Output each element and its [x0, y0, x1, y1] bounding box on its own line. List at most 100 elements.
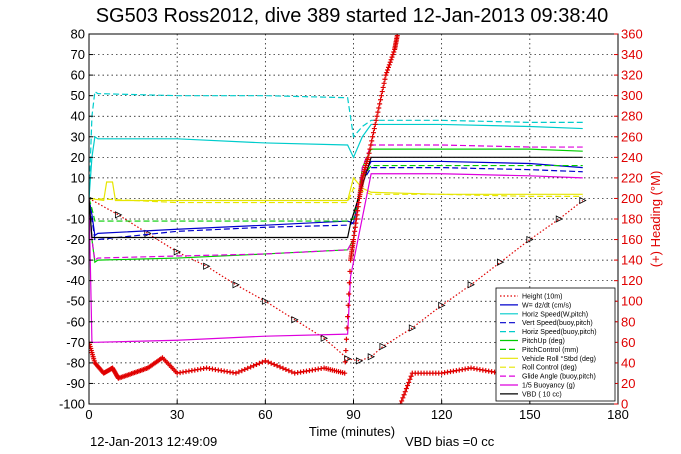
heading-point [344, 325, 350, 331]
heading-point [372, 121, 378, 127]
heading-point [406, 379, 412, 385]
heading-point [385, 67, 391, 73]
y2-tick-label: 260 [621, 129, 643, 144]
heading-point [289, 369, 295, 375]
heading-point [384, 70, 390, 76]
legend-label: Horiz Speed(W,pitch) [522, 311, 588, 318]
y-tick-label: 30 [71, 129, 85, 144]
height-marker [367, 353, 376, 361]
heading-point [375, 109, 381, 115]
heading-point [408, 373, 414, 379]
y-tick-label: -80 [66, 355, 85, 370]
legend-label: Height (10m) [522, 294, 562, 301]
y2-tick-label: 220 [621, 170, 643, 185]
heading-point [271, 362, 277, 368]
heading-point [376, 105, 382, 111]
legend-label: PitchUp (deg) [522, 338, 565, 345]
y-tick-label: 50 [71, 88, 85, 103]
y-tick-label: -50 [66, 294, 85, 309]
vert-speed-buoy-pitch-line [89, 167, 583, 241]
horiz-speed-buoy-pitch-line [89, 90, 583, 199]
1-5-buoyancy-g-line [89, 173, 583, 343]
heading-point [365, 154, 371, 160]
heading-point [398, 401, 404, 404]
y-tick-label: -60 [66, 314, 85, 329]
legend-entry: Horiz Speed(W,pitch) [500, 311, 588, 318]
y2-tick-label: 60 [621, 335, 635, 350]
legend-entry: Height (10m) [500, 294, 562, 301]
height-marker [579, 196, 587, 205]
height-marker [379, 342, 387, 351]
legend-label: Vehicle Roll °Stbd (deg) [522, 355, 596, 363]
height-marker [555, 215, 564, 223]
y-tick-label: 40 [71, 109, 85, 124]
x-axis-label: Time (minutes) [309, 424, 395, 439]
y-tick-label: -10 [66, 212, 85, 227]
heading-point [256, 360, 262, 366]
heading-point [345, 314, 351, 320]
y-tick-label: -100 [59, 397, 85, 412]
height-marker [173, 248, 182, 256]
legend-label: VBD ( 10 cc) [522, 391, 562, 398]
y2-tick-label: 280 [621, 109, 643, 124]
legend-label: Vert Speed(buoy,pitch) [522, 320, 593, 327]
heading-point [236, 369, 242, 375]
pitchcontrol-mm-line [89, 164, 583, 222]
y2-tick-label: 120 [621, 273, 643, 288]
y-tick-label: -30 [66, 253, 85, 268]
heading-point [251, 363, 257, 369]
y2-tick-label: 300 [621, 88, 643, 103]
y-tick-label: -40 [66, 273, 85, 288]
height-marker [467, 281, 475, 289]
x-tick-label: 0 [85, 407, 92, 422]
x-tick-label: 150 [519, 407, 541, 422]
legend-box [495, 287, 616, 402]
heading-point [265, 359, 271, 365]
right-axis-tick-labels: 0 20 40 60 80 100 120 140 160 180 200 220 240 260 280 3… [621, 27, 643, 412]
heading-point [347, 268, 353, 274]
heading-point [401, 392, 407, 398]
height-marker [497, 258, 505, 266]
heading-point [386, 62, 392, 68]
glide-angle-buoy-pitch-line [89, 144, 583, 262]
heading-point [280, 365, 286, 371]
heading-point [378, 97, 384, 103]
height-marker [344, 355, 352, 363]
legend-label: W= dz/dt (cm/s) [522, 302, 571, 309]
legend-entry: Glide Angle (buoy,pitch) [500, 374, 596, 381]
legend-label: PitchControl (mm) [522, 347, 578, 354]
heading-point [383, 72, 389, 78]
legend-label: Roll Control (deg) [522, 365, 577, 372]
y2-tick-label: 180 [621, 212, 643, 227]
heading-point [382, 76, 388, 82]
y-tick-label: -90 [66, 376, 85, 391]
y-tick-label: 70 [71, 47, 85, 62]
heading-point [400, 395, 406, 401]
heading-point [345, 302, 351, 308]
heading-point [342, 370, 348, 376]
heading-point [242, 366, 248, 372]
heading-point [407, 376, 413, 382]
x-tick-label: 120 [431, 407, 453, 422]
y2-tick-label: 20 [621, 376, 635, 391]
heading-point [380, 84, 386, 90]
chart-title: SG503 Ross2012, dive 389 started 12-Jan-… [96, 5, 609, 27]
y2-tick-label: 100 [621, 294, 643, 309]
x-tick-label: 180 [607, 407, 629, 422]
x-tick-label: 30 [170, 407, 184, 422]
height-marker [320, 334, 329, 342]
y-tick-label: 60 [71, 68, 85, 83]
heading-point [394, 34, 400, 39]
height-10m-line [89, 197, 584, 362]
heading-point [387, 59, 393, 65]
legend-entry: VBD ( 10 cc) [500, 391, 562, 398]
heading-point [248, 364, 254, 370]
heading-point [381, 80, 387, 86]
heading-point [391, 49, 397, 55]
height-marker [526, 235, 534, 244]
y2-tick-label: 40 [621, 355, 635, 370]
heading-point [233, 370, 239, 376]
y2-tick-label: 0 [621, 397, 628, 412]
y2-tick-label: 200 [621, 191, 643, 206]
heading-point [342, 359, 348, 365]
